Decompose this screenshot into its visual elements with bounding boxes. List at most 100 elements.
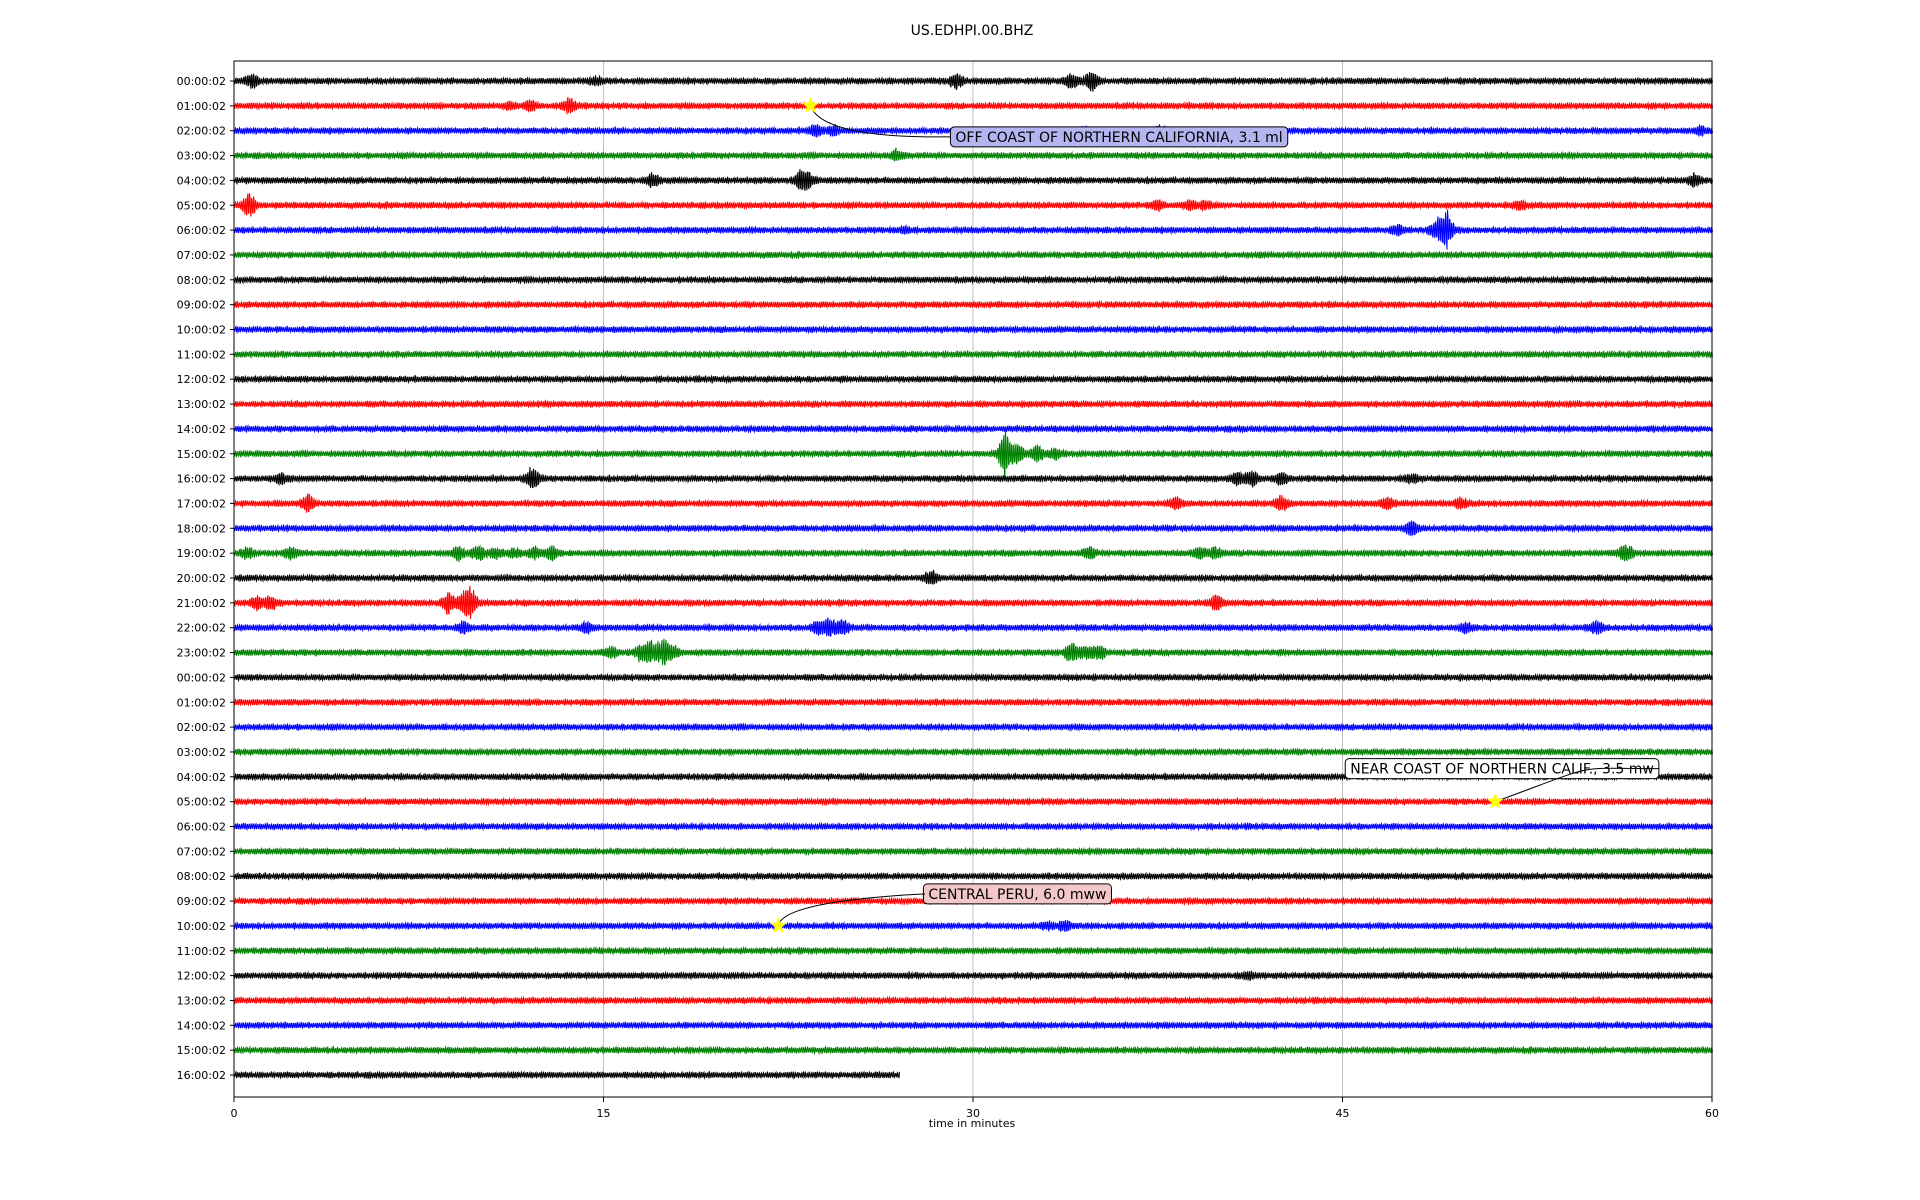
trace-row-39: [233, 1045, 1713, 1056]
row-time-label: 00:00:02: [177, 671, 226, 684]
trace-row-23: [233, 638, 1713, 666]
row-time-label: 18:00:02: [177, 522, 226, 535]
row-time-label: 09:00:02: [177, 895, 226, 908]
trace-row-40: [233, 1070, 900, 1080]
trace-row-35: [233, 945, 1713, 956]
event-star-icon: [802, 97, 819, 113]
trace-row-7: [233, 250, 1713, 260]
trace-row-32: [233, 871, 1713, 882]
row-time-label: 02:00:02: [177, 125, 226, 138]
row-time-label: 15:00:02: [177, 1044, 226, 1057]
trace-row-6: [233, 209, 1713, 250]
trace-row-25: [233, 697, 1713, 708]
trace-row-14: [233, 423, 1713, 434]
trace-row-24: [233, 672, 1713, 683]
trace-row-1: [233, 96, 1713, 115]
x-tick-label: 30: [966, 1107, 980, 1120]
trace-row-4: [233, 169, 1713, 191]
row-time-label: 11:00:02: [177, 348, 226, 361]
plot-frame: [233, 60, 1713, 1098]
event-star-icon: [1486, 793, 1504, 809]
row-time-label: 20:00:02: [177, 572, 226, 585]
row-time-label: 08:00:02: [177, 274, 226, 287]
event-star-icon: [770, 917, 787, 933]
trace-row-19: [233, 544, 1713, 563]
trace-row-9: [233, 299, 1713, 310]
row-time-label: 05:00:02: [177, 796, 226, 809]
trace-row-13: [233, 399, 1713, 410]
x-tick-label: 60: [1705, 1107, 1719, 1120]
seismogram-traces: [233, 71, 1713, 1080]
trace-row-38: [233, 1020, 1713, 1031]
event-annotation: NEAR COAST OF NORTHERN CALIF., 3.5 mw: [1344, 758, 1660, 809]
trace-row-10: [233, 324, 1713, 335]
x-axis-label: time in minutes: [929, 1117, 1016, 1130]
row-time-label: 23:00:02: [177, 647, 226, 660]
trace-row-26: [233, 722, 1713, 733]
row-time-label: 13:00:02: [177, 994, 226, 1007]
row-time-label: 06:00:02: [177, 821, 226, 834]
row-time-label: 16:00:02: [177, 473, 226, 486]
row-time-label: 14:00:02: [177, 1019, 226, 1032]
row-time-label: 09:00:02: [177, 299, 226, 312]
row-time-label: 13:00:02: [177, 398, 226, 411]
trace-row-37: [233, 995, 1713, 1006]
trace-row-11: [233, 349, 1713, 360]
row-time-label: 07:00:02: [177, 249, 226, 262]
event-label: NEAR COAST OF NORTHERN CALIF., 3.5 mw: [1350, 762, 1654, 778]
trace-row-30: [233, 821, 1713, 832]
row-time-label: 12:00:02: [177, 970, 226, 983]
trace-row-17: [233, 493, 1713, 513]
row-time-label: 04:00:02: [177, 174, 226, 187]
row-time-label: 00:00:02: [177, 75, 226, 88]
trace-row-8: [233, 274, 1713, 285]
trace-row-31: [233, 846, 1713, 857]
trace-row-0: [233, 71, 1713, 92]
event-annotation: OFF COAST OF NORTHERN CALIFORNIA, 3.1 ml: [802, 97, 1289, 148]
row-time-label: 07:00:02: [177, 845, 226, 858]
row-time-label: 06:00:02: [177, 224, 226, 237]
event-connector: [809, 105, 951, 138]
x-tick-label: 15: [597, 1107, 611, 1120]
event-connector: [1495, 767, 1659, 803]
row-time-label: 02:00:02: [177, 721, 226, 734]
trace-row-29: [233, 796, 1713, 807]
trace-row-20: [233, 569, 1713, 585]
row-time-label: 16:00:02: [177, 1069, 226, 1082]
row-time-label: 19:00:02: [177, 547, 226, 560]
trace-row-27: [233, 746, 1713, 758]
row-time-labels: 00:00:02 01:00:02 02:00:02 03:00:02 04:00:02…: [177, 75, 234, 1082]
trace-row-16: [233, 466, 1713, 489]
event-annotation: CENTRAL PERU, 6.0 mww: [770, 883, 1112, 933]
row-time-label: 17:00:02: [177, 497, 226, 510]
trace-row-18: [233, 519, 1713, 537]
trace-row-34: [233, 919, 1713, 933]
row-time-label: 01:00:02: [177, 100, 226, 113]
trace-row-36: [233, 970, 1713, 982]
chart-title: US.EDHPI.00.BHZ: [911, 23, 1034, 39]
trace-row-21: [233, 585, 1713, 619]
row-time-label: 10:00:02: [177, 920, 226, 933]
row-time-label: 14:00:02: [177, 423, 226, 436]
row-time-label: 01:00:02: [177, 696, 226, 709]
trace-row-12: [233, 374, 1713, 385]
trace-row-3: [233, 147, 1713, 162]
event-connector: [777, 893, 925, 927]
row-time-label: 04:00:02: [177, 771, 226, 784]
row-time-label: 05:00:02: [177, 199, 226, 212]
row-time-label: 11:00:02: [177, 945, 226, 958]
row-time-label: 12:00:02: [177, 373, 226, 386]
row-time-label: 21:00:02: [177, 597, 226, 610]
x-tick-label: 0: [231, 1107, 238, 1120]
event-label: OFF COAST OF NORTHERN CALIFORNIA, 3.1 ml: [955, 130, 1282, 146]
row-time-label: 08:00:02: [177, 870, 226, 883]
x-axis-ticks: 0 15 30 45 60: [231, 1097, 1719, 1120]
trace-row-5: [233, 193, 1713, 217]
row-time-label: 10:00:02: [177, 324, 226, 337]
row-time-label: 03:00:02: [177, 150, 226, 163]
event-label: CENTRAL PERU, 6.0 mww: [928, 887, 1106, 903]
trace-row-15: [233, 430, 1713, 479]
row-time-label: 03:00:02: [177, 746, 226, 759]
row-time-label: 22:00:02: [177, 622, 226, 635]
